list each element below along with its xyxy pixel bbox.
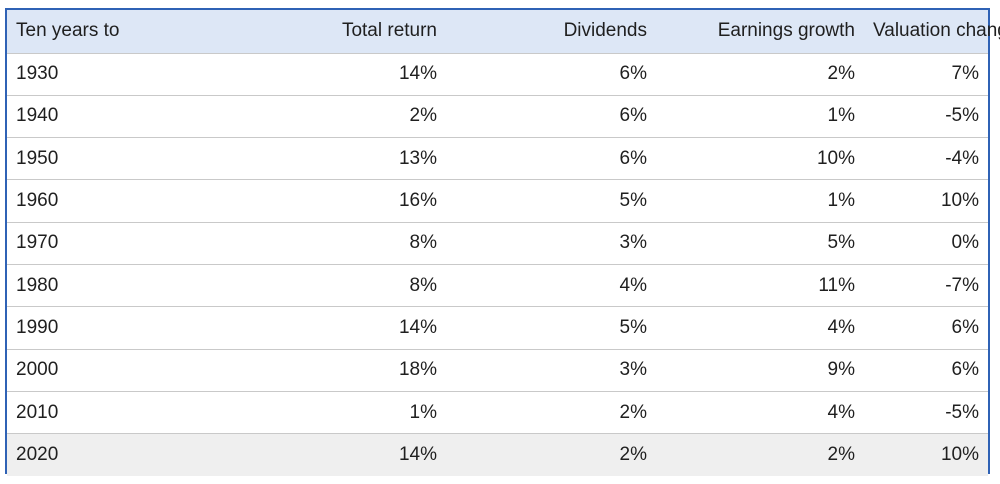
cell-valuation-change: -5% (945, 401, 979, 423)
cell-total-return: 13% (398, 147, 437, 169)
cell-dividends: 2% (619, 444, 647, 466)
cell-earnings-growth: 9% (827, 359, 855, 381)
cell-valuation-change: 0% (951, 232, 979, 254)
cell-earnings-growth: 11% (818, 274, 855, 296)
cell-total-return: 14% (398, 444, 437, 466)
cell-valuation-change: -4% (945, 147, 979, 169)
table-row: 1950 13% 6% 10% -4% (7, 137, 988, 180)
cell-earnings-growth: 1% (827, 190, 855, 212)
cell-dividends: 4% (619, 274, 647, 296)
cell-year: 1930 (16, 63, 59, 85)
cell-dividends: 5% (619, 190, 647, 212)
cell-valuation-change: -7% (945, 274, 979, 296)
cell-earnings-growth: 1% (827, 105, 855, 127)
cell-earnings-growth: 10% (816, 147, 855, 169)
cell-earnings-growth: 4% (827, 401, 855, 423)
cell-earnings-growth: 2% (827, 63, 855, 85)
column-header-total-return: Total return (341, 20, 437, 42)
cell-earnings-growth: 2% (827, 444, 855, 466)
cell-earnings-growth: 5% (827, 232, 855, 254)
cell-total-return: 8% (409, 232, 437, 254)
cell-dividends: 3% (619, 359, 647, 381)
cell-valuation-change: -5% (945, 105, 979, 127)
table-header: Ten years to Total return Dividends Earn… (7, 10, 1000, 53)
table-row: 1960 16% 5% 1% 10% (7, 179, 988, 222)
table-row: 1980 8% 4% 11% -7% (7, 264, 988, 306)
cell-dividends: 5% (619, 316, 647, 338)
cell-year: 1960 (16, 190, 59, 212)
table-row: 1990 14% 5% 4% 6% (7, 306, 988, 349)
cell-total-return: 2% (409, 105, 437, 127)
cell-year: 1970 (16, 232, 59, 254)
cell-year: 1980 (16, 274, 59, 296)
table-row: 2010 1% 2% 4% -5% (7, 391, 988, 433)
table-row: 1970 8% 3% 5% 0% (7, 222, 988, 264)
cell-total-return: 14% (398, 63, 437, 85)
cell-year: 1940 (16, 105, 59, 127)
cell-total-return: 8% (409, 274, 437, 296)
cell-dividends: 6% (619, 147, 647, 169)
cell-dividends: 6% (619, 63, 647, 85)
cell-year: 2010 (16, 401, 59, 423)
cell-dividends: 3% (619, 232, 647, 254)
header-row: Ten years to Total return Dividends Earn… (7, 10, 1000, 53)
cell-total-return: 1% (409, 401, 437, 423)
cell-earnings-growth: 4% (827, 316, 855, 338)
cell-valuation-change: 10% (940, 190, 979, 212)
column-header-dividends: Dividends (563, 20, 647, 42)
table-row: 1940 2% 6% 1% -5% (7, 95, 988, 137)
cell-valuation-change: 6% (951, 316, 979, 338)
table-row: 2020 14% 2% 2% 10% (7, 433, 988, 476)
cell-total-return: 14% (398, 316, 437, 338)
cell-dividends: 2% (619, 401, 647, 423)
column-header-earnings-growth: Earnings growth (717, 20, 855, 42)
cell-valuation-change: 6% (951, 359, 979, 381)
cell-valuation-change: 10% (940, 444, 979, 466)
column-header-ten-years-to: Ten years to (16, 20, 120, 42)
cell-year: 1990 (16, 316, 59, 338)
cell-valuation-change: 7% (951, 63, 979, 85)
cell-year: 2000 (16, 359, 59, 381)
cell-total-return: 18% (398, 359, 437, 381)
cell-dividends: 6% (619, 105, 647, 127)
cell-total-return: 16% (398, 190, 437, 212)
column-header-valuation-change: Valuation change (873, 20, 1000, 42)
table-body: 1930 14% 6% 2% 7% 1940 2% 6% 1% -5% 1950… (7, 53, 988, 476)
cell-year: 1950 (16, 147, 59, 169)
table-row: 2000 18% 3% 9% 6% (7, 349, 988, 391)
cell-year: 2020 (16, 444, 59, 466)
table-row: 1930 14% 6% 2% 7% (7, 53, 988, 95)
returns-table-frame: Ten years to Total return Dividends Earn… (5, 8, 1000, 476)
returns-table: Ten years to Total return Dividends Earn… (7, 10, 1000, 476)
